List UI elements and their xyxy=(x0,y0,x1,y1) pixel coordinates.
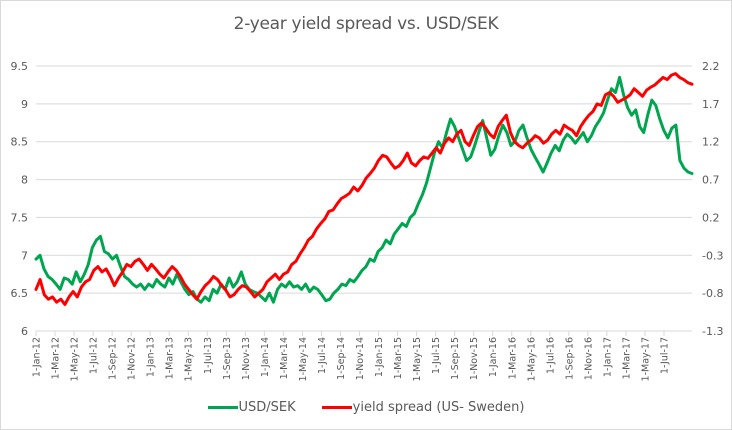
y-left-tick-label: 8 xyxy=(21,174,28,187)
gridlines xyxy=(36,65,692,332)
x-tick-label: 1-Sep-13 xyxy=(222,337,233,380)
x-tick-label: 1-Sep-14 xyxy=(336,337,347,380)
x-tick-label: 1-Jan-15 xyxy=(374,337,385,377)
legend-label-usdsek: USD/SEK xyxy=(238,400,296,415)
x-tick-label: 1-Nov-14 xyxy=(355,337,366,380)
y-left-tick-label: 8.5 xyxy=(11,136,29,149)
y-right-tick-label: -0.3 xyxy=(702,249,723,262)
series-lines xyxy=(34,72,694,306)
y-axis-left: 6 6.5 7 7.5 8 8.5 9 9.5 xyxy=(11,60,29,338)
y-right-tick-label: 1.2 xyxy=(702,136,720,149)
x-tick-label: 1-Mar-17 xyxy=(621,337,632,379)
x-tick-label: 1-Jan-12 xyxy=(32,337,43,377)
y-right-tick-label: -0.8 xyxy=(702,287,723,300)
chart-title: 2-year yield spread vs. USD/SEK xyxy=(233,14,499,34)
y-left-tick-label: 7 xyxy=(21,249,28,262)
x-tick-label: 1-Mar-16 xyxy=(507,337,518,379)
y-left-tick-label: 6 xyxy=(21,325,28,338)
legend-item-yield-spread: yield spread (US- Sweden) xyxy=(321,400,525,415)
series-line-yield-spread xyxy=(34,72,694,306)
x-tick-label: 1-Sep-16 xyxy=(564,337,575,380)
legend-item-usdsek: USD/SEK xyxy=(207,400,296,415)
x-tick-label: 1-Mar-15 xyxy=(393,337,404,379)
x-tick-label: 1-Jul-13 xyxy=(203,337,214,374)
legend: USD/SEK yield spread (US- Sweden) xyxy=(0,400,732,415)
x-tick-label: 1-Jan-14 xyxy=(260,337,271,377)
legend-swatch-usdsek xyxy=(207,406,238,409)
x-tick-label: 1-Nov-16 xyxy=(583,337,594,380)
y-left-tick-label: 9.5 xyxy=(11,60,29,73)
x-tick-label: 1-Nov-13 xyxy=(241,337,252,380)
y-right-tick-label: -1.3 xyxy=(702,325,723,338)
legend-swatch-yield-spread xyxy=(321,406,352,409)
y-right-tick-label: 2.2 xyxy=(702,60,720,73)
x-tick-label: 1-Mar-12 xyxy=(51,337,62,379)
x-tick-label: 1-Jul-17 xyxy=(660,337,671,374)
y-left-tick-label: 6.5 xyxy=(11,287,29,300)
x-tick-label: 1-Nov-15 xyxy=(469,337,480,380)
x-tick-label: 1-May-14 xyxy=(298,337,309,381)
x-tick-label: 1-May-12 xyxy=(70,337,81,381)
x-tick-label: 1-Sep-12 xyxy=(108,337,119,380)
x-tick-label: 1-Jul-15 xyxy=(431,337,442,374)
y-right-tick-label: 0.2 xyxy=(702,211,720,224)
x-tick-label: 1-Jul-12 xyxy=(89,337,100,374)
x-tick-label: 1-Jul-14 xyxy=(317,337,328,374)
y-left-tick-label: 7.5 xyxy=(11,211,29,224)
x-tick-label: 1-Jan-13 xyxy=(146,337,157,377)
x-tick-label: 1-Mar-13 xyxy=(165,337,176,379)
x-tick-label: 1-Nov-12 xyxy=(127,337,138,380)
series-line-usdsek xyxy=(34,75,694,304)
y-axis-right: -1.3 -0.8 -0.3 0.2 0.7 1.2 1.7 2.2 xyxy=(702,60,723,338)
x-tick-label: 1-Jan-16 xyxy=(488,337,499,377)
x-tick-label: 1-Sep-15 xyxy=(450,337,461,380)
x-tick-label: 1-Jul-16 xyxy=(545,337,556,374)
legend-label-yield-spread: yield spread (US- Sweden) xyxy=(352,400,525,415)
y-right-tick-label: 0.7 xyxy=(702,174,720,187)
y-right-tick-label: 1.7 xyxy=(702,98,720,111)
x-tick-label: 1-May-15 xyxy=(412,337,423,381)
x-tick-label: 1-Jan-17 xyxy=(602,337,613,377)
x-tick-label: 1-May-13 xyxy=(184,337,195,381)
x-axis: 1-Jan-12 1-Mar-12 1-May-12 1-Jul-12 1-Sep-12… xyxy=(32,330,692,381)
y-left-tick-label: 9 xyxy=(21,98,28,111)
x-tick-label: 1-May-17 xyxy=(640,337,651,381)
x-tick-label: 1-Mar-14 xyxy=(279,337,290,379)
x-tick-label: 1-May-16 xyxy=(526,337,537,381)
